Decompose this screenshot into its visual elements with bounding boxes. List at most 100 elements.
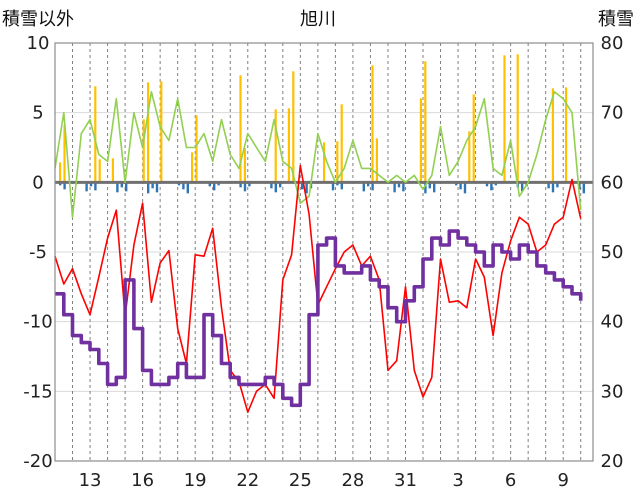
series-purple-line <box>55 229 583 408</box>
series-lines <box>54 91 583 413</box>
right-axis-ticks: 80 70 60 50 40 30 20 <box>601 33 624 472</box>
x-tick-label: 6 <box>505 470 516 491</box>
sunshine-bar <box>98 159 101 183</box>
sunshine-bar <box>419 98 422 183</box>
sunshine-bar <box>195 115 198 183</box>
precip-bar <box>116 182 119 193</box>
precip-bar <box>521 182 524 192</box>
x-tick-label: 3 <box>452 470 463 491</box>
sunshine-bar <box>94 86 97 183</box>
sunshine-bar <box>323 142 326 183</box>
sunshine-bar <box>551 88 554 183</box>
precip-bar <box>424 182 427 194</box>
precip-bar <box>63 182 66 190</box>
left-tick-label: 0 <box>32 172 43 193</box>
precip-bar <box>428 182 431 189</box>
precip-bar <box>485 182 489 187</box>
plot-frame <box>54 42 594 462</box>
sunshine-bar <box>340 104 343 183</box>
left-tick-label: 5 <box>32 103 43 124</box>
precip-bar <box>367 182 370 187</box>
right-tick-label: 20 <box>601 451 624 472</box>
x-tick-label: 28 <box>341 470 364 491</box>
precip-bar <box>155 182 159 193</box>
precip-bar <box>402 182 405 192</box>
x-axis-ticks: 13 16 19 22 25 28 31 3 6 9 <box>79 470 569 491</box>
left-tick-label: -5 <box>29 242 47 263</box>
sunshine-bar <box>424 61 427 183</box>
precip-bar <box>490 182 493 191</box>
x-tick-label: 19 <box>184 470 207 491</box>
sunshine-bar <box>371 65 374 183</box>
precip-bar <box>459 182 462 190</box>
precip-bar <box>182 182 185 190</box>
sunshine-bar <box>63 125 66 183</box>
x-tick-label: 9 <box>557 470 568 491</box>
left-axis-ticks: 10 5 0 -5 -10 -15 -20 <box>23 33 52 472</box>
sunshine-bar <box>468 131 471 183</box>
sunshine-bar <box>336 141 339 183</box>
precip-bar <box>120 182 123 188</box>
sunshine-bar <box>243 148 246 183</box>
sunshine-bar <box>375 138 378 183</box>
left-tick-label: 10 <box>27 33 50 54</box>
precip-bar <box>463 182 467 194</box>
precip-bar <box>208 182 211 187</box>
right-axis-label: 積雪 <box>598 9 634 30</box>
x-tick-label: 16 <box>131 470 154 491</box>
sunshine-bar <box>516 54 519 183</box>
sunshine-bar <box>503 55 506 183</box>
x-tick-label: 13 <box>79 470 102 491</box>
precip-bar <box>89 182 93 187</box>
sunshine-bar <box>239 75 242 183</box>
sunshine-bar <box>472 94 475 183</box>
precip-bar <box>248 182 251 187</box>
precip-bar <box>547 182 550 189</box>
precip-bar <box>147 182 150 194</box>
daily-bars <box>55 54 593 194</box>
right-tick-label: 40 <box>601 312 624 333</box>
chart-title: 旭川 <box>300 9 336 30</box>
precip-bar <box>578 182 581 190</box>
sunshine-bar <box>142 119 145 183</box>
precip-bar <box>186 182 189 194</box>
precip-bar <box>433 182 436 193</box>
precip-bar <box>551 182 555 193</box>
right-tick-label: 70 <box>601 103 624 124</box>
left-tick-label: -20 <box>23 451 52 472</box>
x-tick-label: 22 <box>236 470 259 491</box>
precip-bar <box>305 182 308 194</box>
left-tick-label: -10 <box>23 312 52 333</box>
left-tick-label: -15 <box>23 381 52 402</box>
x-tick-label: 31 <box>394 470 417 491</box>
precip-bar <box>151 182 154 189</box>
precip-bar <box>125 182 128 192</box>
precip-bar <box>393 182 396 193</box>
precip-bar <box>239 182 242 188</box>
precip-bar <box>279 182 282 188</box>
precip-bar <box>362 182 365 192</box>
right-tick-label: 30 <box>601 381 624 402</box>
sunshine-bar <box>274 109 277 183</box>
x-tick-label: 25 <box>289 470 312 491</box>
precip-bar <box>85 182 88 192</box>
sunshine-bar <box>191 152 194 183</box>
sunshine-bar <box>292 71 295 183</box>
precip-bar <box>371 182 374 191</box>
precip-bar <box>340 182 343 190</box>
sunshine-bar <box>111 158 114 183</box>
right-tick-label: 80 <box>601 33 624 54</box>
precip-bar <box>270 182 273 189</box>
sunshine-bar <box>147 82 150 183</box>
sunshine-bar <box>565 87 568 183</box>
right-tick-label: 60 <box>601 172 624 193</box>
precip-bar <box>213 182 216 191</box>
precip-bar <box>397 182 401 188</box>
precip-bar <box>331 182 335 191</box>
precip-bar <box>556 182 559 188</box>
left-axis-label: 積雪以外 <box>2 9 74 30</box>
series-green-line <box>54 91 582 218</box>
precip-bar <box>243 182 247 192</box>
right-tick-label: 50 <box>601 242 624 263</box>
